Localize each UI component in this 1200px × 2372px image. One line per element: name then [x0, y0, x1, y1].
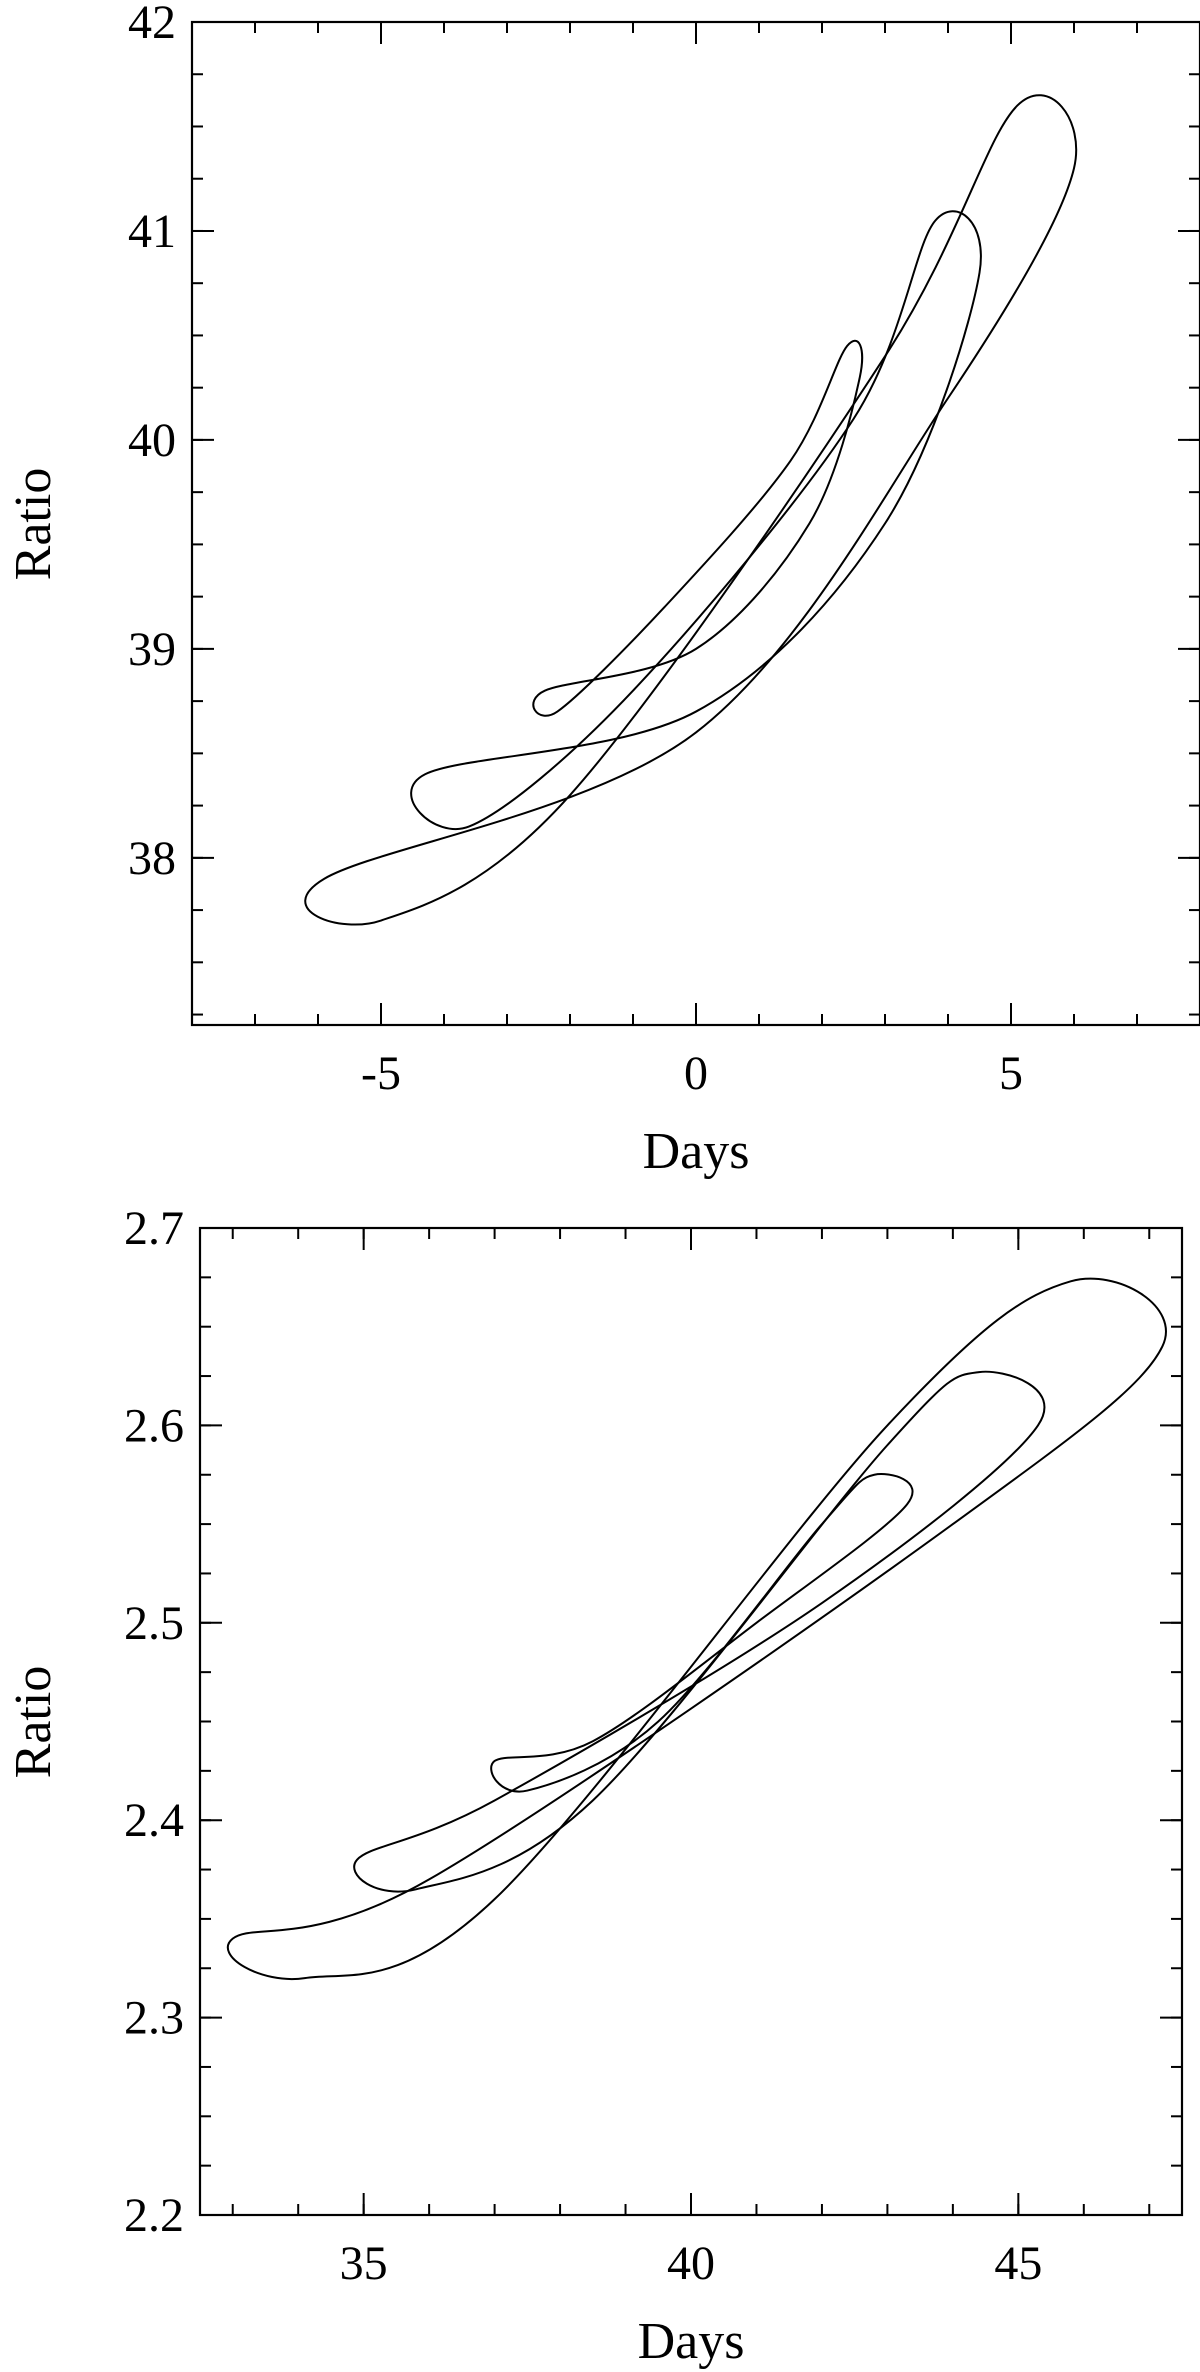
- x-tick-label: 5: [999, 1047, 1023, 1100]
- contour-level-1: [532, 339, 864, 717]
- contour-level-2: [353, 1370, 1046, 1893]
- y-tick-label: 38: [128, 832, 176, 885]
- y-axis-label: Ratio: [5, 468, 62, 581]
- x-tick-label: -5: [361, 1047, 401, 1100]
- contour-level-3: [226, 1277, 1167, 1981]
- contour-level-3: [304, 94, 1078, 926]
- y-tick-label: 2.5: [124, 1597, 184, 1650]
- y-tick-label: 41: [128, 205, 176, 258]
- contour-level-2: [410, 210, 982, 830]
- x-axis-label: Days: [643, 1123, 750, 1180]
- bottom-contour-panel: 35 40 45 2.2 2.3 2.4 2.5 2.6 2.7 Days Ratio: [5, 1202, 1184, 2370]
- y-tick-label: 2.3: [124, 1992, 184, 2045]
- y-tick-label: 40: [128, 414, 176, 467]
- y-tick-label: 2.6: [124, 1399, 184, 1452]
- plot-frame: [190, 20, 1200, 1027]
- contour-level-1: [490, 1473, 914, 1793]
- x-tick-label: 0: [684, 1047, 708, 1100]
- y-axis-label: Ratio: [5, 1666, 62, 1779]
- x-tick-label: 40: [667, 2237, 715, 2290]
- y-tick-label: 2.7: [124, 1202, 184, 1255]
- x-tick-label: 45: [994, 2237, 1042, 2290]
- x-tick-label: 35: [340, 2237, 388, 2290]
- y-tick-label: 39: [128, 623, 176, 676]
- plot-frame: [198, 1226, 1184, 2217]
- y-tick-label: 2.2: [124, 2189, 184, 2242]
- y-tick-label: 2.4: [124, 1794, 184, 1847]
- y-tick-label: 42: [128, 0, 176, 49]
- x-axis-label: Days: [638, 2313, 745, 2370]
- top-contour-panel: -5 0 5 38 39 40 41 42 Days Ratio: [5, 0, 1200, 1180]
